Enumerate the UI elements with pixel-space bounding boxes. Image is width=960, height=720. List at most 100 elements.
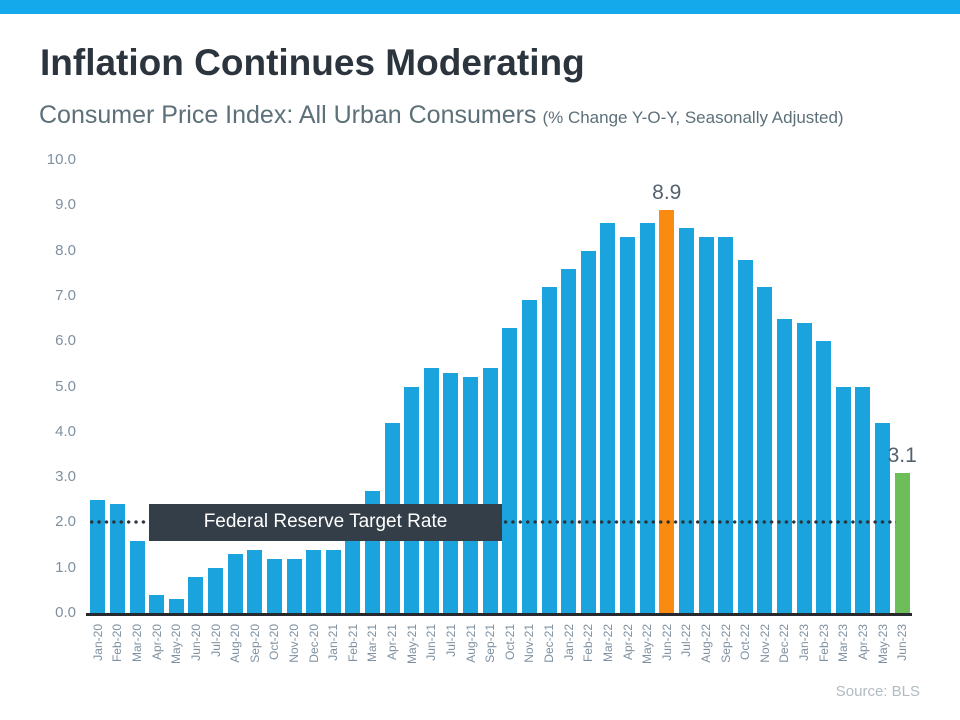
bar-May-22 [639, 223, 655, 613]
x-tick-label-Jan-23: Jan-23 [797, 624, 812, 661]
x-tick-label-Sep-20: Sep-20 [247, 624, 262, 663]
bar-Dec-21 [541, 286, 557, 613]
bar-Oct-20 [266, 558, 282, 613]
y-tick-label-9.0: 9.0 [55, 196, 76, 214]
source-attribution: Source: BLS [835, 683, 920, 700]
x-tick-label-Feb-20: Feb-20 [110, 624, 125, 663]
x-tick-label-Aug-21: Aug-21 [463, 624, 478, 663]
x-tick-label-Oct-22: Oct-22 [738, 624, 753, 661]
bar-Jul-20 [208, 567, 224, 613]
y-tick-label-4.0: 4.0 [55, 422, 76, 440]
bar-Apr-22 [620, 237, 636, 613]
x-tick-label-Aug-22: Aug-22 [699, 624, 713, 663]
bar-Feb-21 [345, 535, 361, 613]
x-tick-label-Mar-23: Mar-23 [836, 624, 851, 663]
x-tick-label-Apr-23: Apr-23 [855, 624, 870, 661]
x-axis-line [86, 613, 912, 616]
bar-Apr-20 [149, 594, 165, 613]
x-tick-label-Feb-21: Feb-21 [345, 624, 360, 663]
x-tick-label-Apr-21: Apr-21 [385, 624, 400, 661]
bar-May-23 [875, 422, 891, 613]
x-tick-label-Mar-21: Mar-21 [365, 624, 380, 663]
x-tick-label-Nov-22: Nov-22 [757, 624, 772, 663]
bar-Sep-22 [718, 237, 734, 613]
value-label-Jun-23: 3.1 [887, 443, 917, 467]
bar-Jul-22 [678, 227, 694, 613]
bar-Jan-23 [796, 323, 812, 613]
bar-Aug-20 [227, 554, 243, 613]
bar-Aug-22 [698, 237, 714, 613]
bar-Jan-21 [325, 549, 341, 613]
x-tick-label-Mar-22: Mar-22 [600, 624, 615, 663]
y-tick-label-5.0: 5.0 [55, 377, 76, 395]
bar-Nov-21 [521, 300, 537, 613]
x-tick-label-Feb-22: Feb-22 [581, 624, 596, 663]
x-tick-label-Apr-20: Apr-20 [149, 624, 164, 661]
bar-Jan-22 [561, 268, 577, 613]
bar-May-21 [404, 386, 420, 613]
x-tick-label-May-22: May-22 [640, 624, 655, 665]
bar-Feb-22 [580, 250, 596, 613]
x-tick-label-Jan-21: Jan-21 [326, 624, 341, 661]
x-tick-label-Oct-21: Oct-21 [502, 624, 517, 661]
x-tick-label-Sep-22: Sep-22 [718, 624, 733, 663]
x-tick-label-Jan-22: Jan-22 [561, 624, 576, 661]
x-tick-label-Jun-21: Jun-21 [424, 624, 439, 661]
y-tick-label-7.0: 7.0 [55, 286, 76, 304]
target-rate-label: Federal Reserve Target Rate [203, 511, 448, 533]
x-tick-label-Jul-20: Jul-20 [208, 624, 223, 657]
accent-top-strip [0, 0, 960, 14]
x-tick-label-Sep-21: Sep-21 [483, 624, 498, 663]
x-tick-label-Dec-21: Dec-21 [542, 624, 557, 663]
bar-Apr-23 [855, 386, 871, 613]
bar-Dec-20 [306, 549, 322, 613]
x-tick-label-Nov-21: Nov-21 [522, 624, 537, 663]
bar-Mar-23 [835, 386, 851, 613]
bar-Feb-23 [816, 341, 832, 613]
bar-Jun-21 [423, 368, 439, 613]
bar-Jun-20 [188, 576, 204, 613]
x-tick-label-Jul-22: Jul-22 [679, 624, 694, 657]
page-title: Inflation Continues Moderating [40, 42, 585, 83]
x-tick-label-Jun-23: Jun-23 [895, 624, 910, 661]
bar-Oct-22 [737, 259, 753, 613]
value-label-Jun-22: 8.9 [652, 180, 682, 204]
bar-Jun-22 [659, 209, 675, 613]
y-tick-label-3.0: 3.0 [55, 468, 76, 486]
x-tick-label-Jul-21: Jul-21 [443, 624, 458, 657]
bar-Mar-20 [129, 540, 145, 613]
bar-Feb-20 [109, 504, 125, 613]
bar-Oct-21 [502, 327, 518, 613]
bar-Sep-20 [247, 549, 263, 613]
x-tick-label-Jun-20: Jun-20 [188, 624, 203, 661]
y-tick-label-1.0: 1.0 [55, 558, 76, 576]
bar-Aug-21 [463, 377, 479, 613]
bar-May-20 [168, 599, 184, 613]
bar-Mar-22 [600, 223, 616, 613]
y-tick-label-0.0: 0.0 [55, 604, 76, 621]
x-tick-label-Apr-22: Apr-22 [620, 624, 635, 661]
x-tick-label-Dec-22: Dec-22 [777, 624, 792, 663]
y-tick-label-8.0: 8.0 [55, 241, 76, 259]
subtitle-main: Consumer Price Index: All Urban Consumer… [39, 101, 537, 129]
x-tick-label-Nov-20: Nov-20 [287, 624, 301, 663]
x-tick-label-Mar-20: Mar-20 [130, 624, 145, 663]
x-tick-label-May-21: May-21 [404, 624, 419, 665]
y-tick-label-10.0: 10.0 [46, 151, 76, 168]
x-tick-label-Jan-20: Jan-20 [90, 624, 105, 661]
y-tick-label-2.0: 2.0 [55, 513, 76, 531]
x-tick-label-Jun-22: Jun-22 [659, 624, 674, 661]
bar-Nov-20 [286, 558, 302, 613]
x-tick-label-Feb-23: Feb-23 [816, 624, 831, 663]
x-tick-label-Aug-20: Aug-20 [228, 624, 243, 663]
target-rate-label-box: Federal Reserve Target Rate [149, 503, 502, 541]
chart-subtitle: Consumer Price Index: All Urban Consumer… [39, 101, 844, 130]
x-tick-label-Dec-20: Dec-20 [306, 624, 321, 663]
x-tick-label-Oct-20: Oct-20 [267, 624, 282, 661]
bar-Jan-20 [90, 499, 106, 613]
bar-Jun-23 [894, 472, 910, 613]
y-tick-label-6.0: 6.0 [55, 332, 76, 350]
bar-Nov-22 [757, 286, 773, 613]
